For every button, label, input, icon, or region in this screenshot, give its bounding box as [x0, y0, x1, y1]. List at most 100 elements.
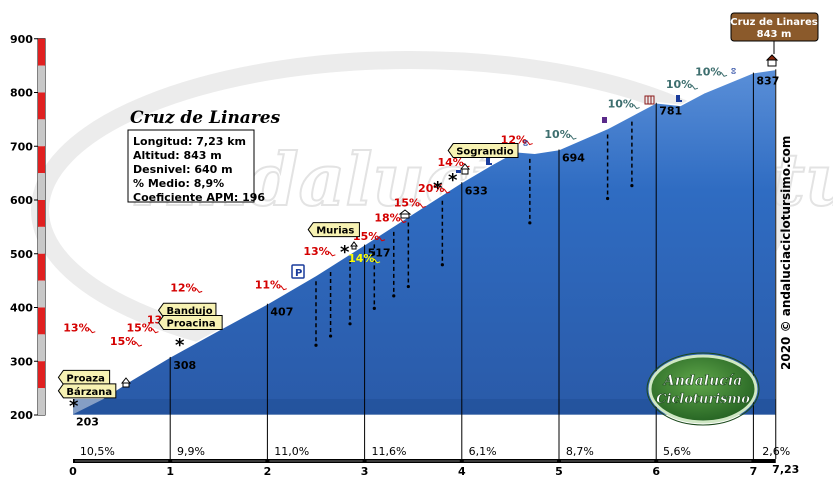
gradient-label: 20% — [418, 182, 444, 195]
dashed-drop-lines — [314, 121, 634, 347]
segment-gradient-label: 10,5% — [80, 445, 115, 458]
gradient-label: 15% — [394, 196, 420, 209]
y-tick-label: 500 — [10, 248, 33, 261]
x-tick-label: 0 — [69, 465, 77, 478]
place-label: Proaza — [66, 373, 104, 384]
y-scale-gray — [38, 226, 45, 254]
asterisk-icon: * — [340, 242, 350, 263]
gradient-arrow — [633, 104, 640, 110]
chart-title: Cruz de Linares — [130, 108, 281, 128]
y-tick-label: 600 — [10, 194, 33, 207]
x-tick-label: 7 — [750, 465, 758, 478]
summit-label: Cruz de Linares 843 m — [730, 12, 819, 54]
drop-dot — [606, 196, 610, 201]
gradient-arrow — [378, 236, 386, 242]
place-tag — [57, 383, 117, 399]
gradient-arrow — [526, 140, 533, 146]
svg-text:P: P — [295, 268, 302, 279]
asterisk-icon: * — [175, 335, 185, 356]
elevation-label: 781 — [659, 105, 682, 118]
x-bar-seg — [269, 460, 363, 462]
info-panel: Cruz de Linares Longitud: 7,23 kmAltitud… — [127, 108, 281, 204]
gradient-arrow — [152, 328, 159, 334]
x-axis: 10,5% 9,9% 11,0% 11,6% 6,1% 8,7% 5,6% 2,6% 0 1 2 3 4… — [69, 445, 799, 478]
segment-gradient-label: 9,9% — [177, 445, 205, 458]
elevation-label: 203 — [76, 415, 99, 428]
gradient-label: 15% — [110, 335, 136, 348]
fountain-icon — [486, 158, 492, 165]
drop-dot — [348, 322, 352, 326]
gradient-arrow — [195, 288, 203, 293]
x-bar-seg — [658, 460, 752, 462]
svg-text:ⵓ: ⵓ — [731, 67, 736, 76]
place-label: Proacina — [167, 319, 216, 330]
profile-base-band — [73, 399, 776, 415]
gradient-labels: 13%15%15%13%12%11%13%15%14%18%15%20%14%1… — [63, 65, 728, 348]
y-scale-red — [38, 38, 45, 66]
flag-icon — [602, 117, 607, 123]
gradient-label: 18% — [374, 212, 400, 225]
cattle-grid-icon — [644, 95, 655, 105]
x-tick-label: 5 — [555, 465, 563, 478]
drop-dot — [406, 284, 410, 289]
gradient-label: 10% — [608, 98, 634, 111]
asterisk-icon: * — [433, 178, 443, 199]
asterisk-icon: * — [448, 170, 458, 191]
drop-dot — [392, 294, 396, 298]
fountain-icon — [676, 95, 682, 102]
km-lines: 203 308 407 517 633 694 781 837 — [76, 69, 779, 459]
x-bar-seg — [561, 460, 655, 462]
logo: Andalucía Cicloturismo — [646, 352, 760, 426]
drop-dot — [328, 334, 333, 338]
y-tick-label: 700 — [10, 140, 33, 153]
logo-text-2: Cicloturismo — [656, 392, 750, 407]
profile-fill — [72, 68, 777, 416]
gradient-arrow — [280, 285, 287, 291]
house-icon — [120, 377, 132, 388]
y-scale-red — [38, 146, 45, 174]
segment-gradient-label: 6,1% — [469, 445, 497, 458]
segment-gradient-label: 2,6% — [762, 445, 790, 458]
gradient-label: 10% — [544, 128, 570, 141]
x-tick-label: 6 — [652, 465, 660, 478]
gradient-label: 10% — [695, 65, 721, 78]
elevation-label: 837 — [756, 75, 779, 88]
x-bar-seg — [463, 460, 557, 462]
elevation-label: 517 — [368, 247, 391, 260]
place-label: Sograndio — [456, 147, 514, 158]
y-scale-gray — [38, 65, 45, 93]
gradient-arrow — [720, 72, 728, 77]
profile-area — [72, 68, 777, 416]
elevation-label: 694 — [562, 151, 585, 164]
y-axis: 200 300 400 500 600 700 800 900 — [10, 33, 46, 422]
gradient-arrow — [135, 341, 143, 347]
y-scale-gray — [38, 280, 45, 308]
house-icon — [459, 163, 471, 175]
y-tick-label: 800 — [10, 87, 33, 100]
gradient-arrow — [399, 218, 407, 224]
y-scale-gray — [38, 388, 45, 415]
y-scale-gray — [38, 173, 45, 200]
drop-dot — [440, 263, 444, 267]
place-labels: Proaza Bárzana Bandujo Proacina Murias Sogran… — [57, 143, 519, 399]
credit-text: 2020 © andaluciaciclotursimo.com — [779, 136, 793, 370]
segment-gradient-label: 5,6% — [663, 445, 691, 458]
y-tick-label: 900 — [10, 33, 33, 46]
x-tick-label: 2 — [264, 465, 272, 478]
drop-dot — [528, 221, 532, 225]
info-line: Coeficiente APM: 196 — [133, 191, 265, 204]
segment-gradient-label: 8,7% — [566, 445, 594, 458]
y-tick-label: 200 — [10, 409, 33, 422]
sign-icon: ⵓ — [731, 67, 736, 76]
x-bar-seg — [75, 460, 169, 462]
y-scale-red — [38, 361, 45, 389]
house-icon — [350, 241, 358, 250]
gradient-label: 15% — [126, 322, 152, 335]
place-tag — [157, 315, 223, 331]
elevation-label: 407 — [270, 306, 293, 319]
gradient-arrow — [328, 251, 336, 257]
y-scale-gray — [38, 119, 45, 147]
y-tick-label: 400 — [10, 302, 33, 315]
route-icons: * * * * * P ⵓ ⵓ — [69, 54, 779, 417]
